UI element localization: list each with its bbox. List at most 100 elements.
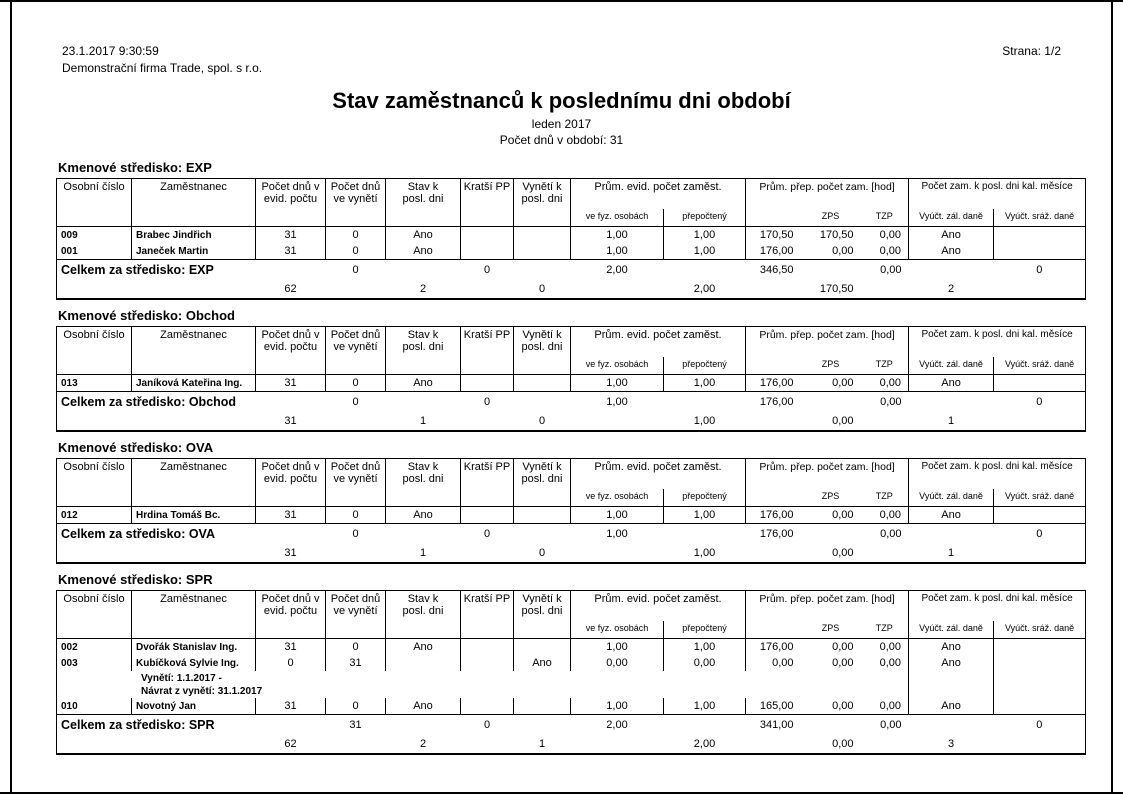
- employee-row: 003 Kubíčková Sylvie Ing. 0 31 Ano 0,00 0,00 0,…: [57, 655, 1086, 671]
- group-header-pocet-zam: Počet zam. k posl. dni kal. měsíce: [908, 590, 1086, 621]
- total-fyz: [571, 735, 664, 754]
- col-header-pocet-dnu-evid: Počet dnů v evid. počtu: [255, 590, 326, 639]
- cell-hod: 0,00: [745, 655, 801, 671]
- sub-header-prepocteny: přepočtený: [662, 209, 746, 227]
- sub-header-prepocteny: přepočtený: [662, 621, 746, 639]
- cell-sraz: [993, 506, 1086, 524]
- total-evid: 31: [284, 415, 297, 427]
- cell-kratsi: [460, 638, 514, 655]
- col-header-zamestnanec: Zaměstnanec: [131, 326, 256, 375]
- total-zal: [908, 714, 994, 735]
- total-kratsi: 0: [460, 523, 514, 544]
- cell-vyneti_k: [513, 698, 571, 715]
- col-header-vyneti-k: Vynětí k posl. dni: [513, 326, 571, 375]
- cell-vyneti: 0: [325, 243, 386, 260]
- total-sraz: 0: [993, 391, 1086, 412]
- cell-vyneti_k: [513, 506, 571, 524]
- totals-spacer: [57, 544, 256, 563]
- total-zps: [800, 391, 861, 412]
- cell-name: Janeček Martin: [131, 243, 256, 260]
- cell-evid: 31: [255, 638, 326, 655]
- totals-row-1: Celkem za středisko: EXP 0 0 2,00 346,50 0,00…: [56, 259, 1086, 280]
- total-sraz: 0: [993, 259, 1086, 280]
- total-fyz: 1,00: [570, 391, 664, 412]
- cell-evid: 31: [255, 374, 326, 392]
- cell-tzp: 0,00: [879, 509, 902, 521]
- total-prep: 2,00: [693, 283, 716, 295]
- total-fyz: [571, 544, 664, 563]
- sub-header-tzp: TZP: [860, 621, 909, 639]
- total-sraz: 0: [993, 714, 1086, 735]
- sub-header-zps: ZPS: [800, 209, 861, 227]
- sub-header-zps: ZPS: [800, 357, 861, 375]
- sub-header-hod-spacer: [745, 489, 801, 507]
- totals-label: Celkem za středisko: SPR: [56, 714, 256, 735]
- employees-table: Osobní číslo Zaměstnanec Počet dnů v evid.…: [56, 326, 1087, 432]
- col-header-stav: Stav k posl. dni: [385, 590, 461, 639]
- department-section: Kmenové středisko: Obchod Osobní číslo Zam…: [56, 308, 1111, 432]
- cell-prep: 1,00: [662, 243, 746, 260]
- cell-prep: 1,00: [662, 698, 746, 715]
- col-header-osobni-cislo: Osobní číslo: [56, 590, 132, 639]
- col-header-pocet-dnu-vyneti: Počet dnů ve vynětí: [325, 590, 386, 639]
- employee-row: 010 Novotný Jan 31 0 Ano 1,00 1,00 165,00 0,00 0,…: [57, 698, 1086, 715]
- cell-stav: Ano: [385, 638, 461, 655]
- totals-row-2: 62 2 1 2,00 0,00 3: [57, 735, 1086, 754]
- total-prep: [663, 523, 746, 544]
- col-header-kratsi-pp: Kratší PP: [460, 590, 514, 639]
- cell-vyneti: 0: [325, 226, 386, 243]
- col-header-pocet-dnu-evid: Počet dnů v evid. počtu: [255, 178, 326, 227]
- department-heading: Kmenové středisko: OVA: [58, 440, 214, 455]
- total-stav: 1: [419, 415, 427, 427]
- col-header-pocet-dnu-vyneti: Počet dnů ve vynětí: [325, 458, 386, 507]
- employees-table: Osobní číslo Zaměstnanec Počet dnů v evid.…: [56, 590, 1087, 755]
- total-zal: 1: [947, 415, 955, 427]
- employee-note: Vynětí: 1.1.2017 - Návrat z vynětí: 31.1.…: [57, 671, 909, 698]
- cell-tzp: 0,00: [879, 700, 902, 712]
- cell-stav: Ano: [385, 506, 461, 524]
- total-sraz: [994, 735, 1086, 754]
- total-vyneti_k: 0: [538, 547, 546, 559]
- company-name: Demonstrační firma Trade, spol. s r.o.: [62, 61, 263, 75]
- col-header-vyneti-k: Vynětí k posl. dni: [513, 178, 571, 227]
- total-vyneti: [326, 412, 386, 431]
- cell-osobni: 012: [61, 509, 78, 521]
- col-header-stav: Stav k posl. dni: [385, 458, 461, 507]
- cell-zal: Ano: [908, 226, 994, 243]
- cell-zps: 0,00: [832, 657, 854, 669]
- total-hod: 176,00: [745, 391, 801, 412]
- total-fyz: 2,00: [570, 259, 664, 280]
- col-header-osobni-cislo: Osobní číslo: [56, 178, 132, 227]
- cell-prep: 1,00: [662, 638, 746, 655]
- total-stav: [385, 391, 461, 412]
- total-kratsi: 0: [460, 714, 514, 735]
- cell-zal: Ano: [908, 243, 994, 260]
- total-kratsi: [461, 735, 514, 754]
- total-hod: 346,50: [745, 259, 801, 280]
- sub-header-prepocteny: přepočtený: [662, 489, 746, 507]
- cell-zps: 0,00: [832, 700, 854, 712]
- cell-stav: [385, 655, 461, 671]
- cell-kratsi: [460, 698, 514, 715]
- cell-sraz: [993, 671, 1086, 698]
- col-header-kratsi-pp: Kratší PP: [460, 326, 514, 375]
- employee-note-row: Vynětí: 1.1.2017 - Návrat z vynětí: 31.1.…: [57, 671, 1086, 698]
- cell-kratsi: [460, 243, 514, 260]
- total-tzp: [861, 412, 909, 431]
- sub-header-tzp: TZP: [860, 357, 909, 375]
- sub-header-prepocteny: přepočtený: [662, 357, 746, 375]
- total-kratsi: [461, 280, 514, 299]
- sub-header-hod-spacer: [745, 357, 801, 375]
- sub-header-ve-fyz: ve fyz. osobách: [570, 621, 664, 639]
- cell-tzp: 0,00: [879, 245, 902, 257]
- total-stav: [385, 523, 461, 544]
- page-number: Strana: 1/2: [1002, 44, 1061, 58]
- total-vyneti_k: [513, 714, 571, 735]
- group-header-prum-prep: Prům. přep. počet zam. [hod]: [745, 326, 909, 357]
- cell-osobni: 002: [61, 641, 78, 653]
- cell-hod: 176,00: [745, 243, 801, 260]
- total-vyneti_k: [513, 523, 571, 544]
- total-zps: 0,00: [832, 415, 854, 427]
- sub-header-vyuct-sraz: Vyúčt. sráž. daně: [993, 489, 1086, 507]
- cell-osobni: 001: [61, 245, 78, 257]
